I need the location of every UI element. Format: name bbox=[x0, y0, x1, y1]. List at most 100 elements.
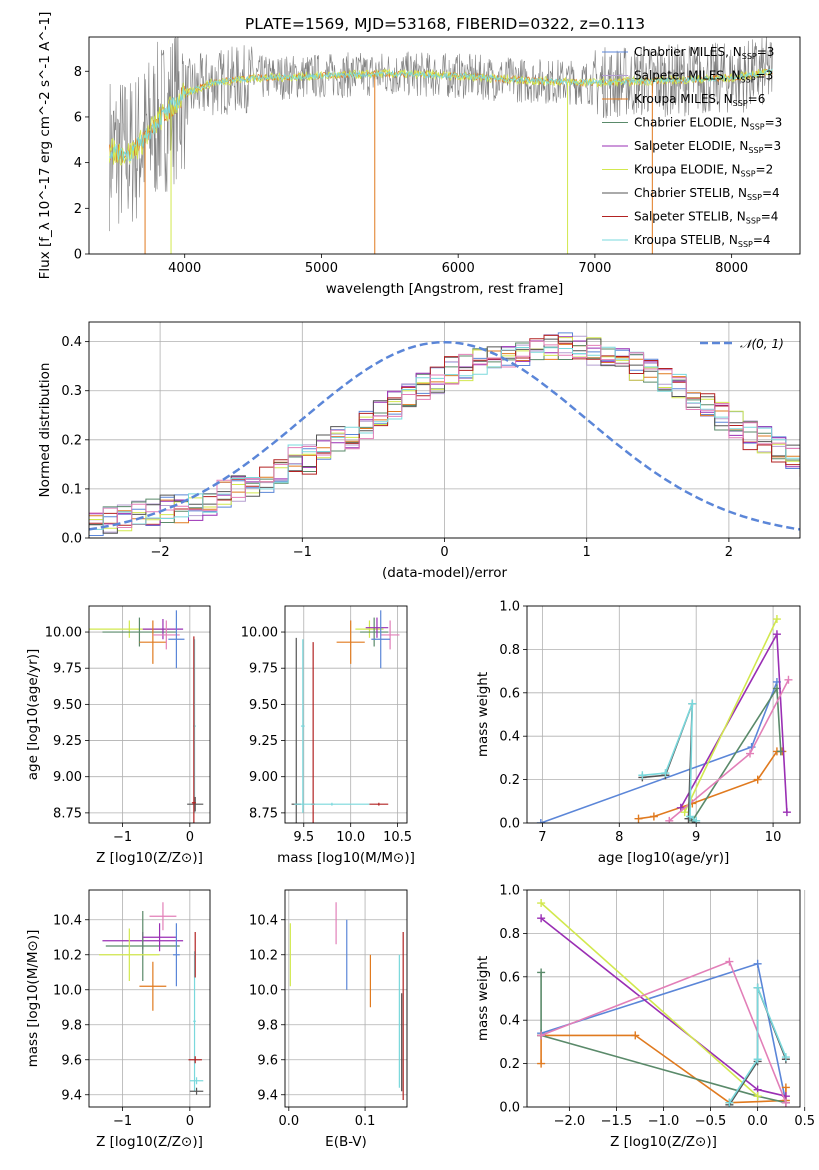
x-tick-label: 0.5 bbox=[794, 1114, 815, 1129]
x-tick-label: −2 bbox=[151, 545, 170, 560]
legend-label: Chabrier MILES, NSSP=3 bbox=[634, 45, 774, 61]
x-axis-label: E(B-V) bbox=[325, 1134, 367, 1150]
legend-label: Kroupa ELODIE, NSSP=2 bbox=[634, 163, 773, 179]
age_vs_mass-panel: 9.5 10.0 10.5 8.75 9.00 9.25 9.50 9.75 10.00 mass… bbox=[241, 605, 415, 866]
y-tick-label: 9.75 bbox=[249, 662, 278, 677]
x-tick-label: −1 bbox=[113, 1114, 132, 1129]
x-tick-label: 10.0 bbox=[336, 830, 365, 845]
y-tick-label: 9.6 bbox=[257, 1053, 278, 1068]
legend-label: 𝒩(0, 1) bbox=[740, 337, 784, 351]
y-tick-label: 0.3 bbox=[61, 384, 82, 399]
x-axis-label: Z [log10(Z/Z⊙)] bbox=[96, 1134, 203, 1150]
x-axis-label: age [log10(age/yr)] bbox=[598, 850, 730, 866]
weight-point-marker bbox=[537, 899, 546, 908]
x-axis-label: (data-model)/error bbox=[382, 565, 508, 581]
y-tick-label: 8.75 bbox=[249, 806, 278, 821]
weight-point-marker bbox=[665, 816, 674, 823]
y-tick-label: 0.0 bbox=[61, 532, 82, 547]
y-tick-label: 0.6 bbox=[499, 686, 520, 701]
figure-title: PLATE=1569, MJD=53168, FIBERID=0322, z=0… bbox=[245, 15, 645, 33]
x-tick-label: 8000 bbox=[715, 261, 748, 276]
x-tick-label: 1 bbox=[583, 545, 591, 560]
residuals-panel: −2 −1 0 1 2 0.0 0.1 0.2 0.3 0.4 (data-model)/error… bbox=[37, 321, 801, 581]
y-tick-label: 10.0 bbox=[53, 983, 82, 998]
weight-point-marker bbox=[753, 983, 762, 992]
x-axis-label: wavelength [Angstrom, rest frame] bbox=[326, 281, 564, 297]
weight-point-marker bbox=[753, 1055, 762, 1064]
y-tick-label: 6 bbox=[74, 110, 82, 125]
spectrum-panel: 4000 5000 6000 7000 8000 0 2 4 6 8 wavelength [Ang… bbox=[37, 12, 801, 297]
histogram-step-line bbox=[89, 338, 800, 534]
weight-point-marker bbox=[781, 1083, 790, 1092]
age_vs_mass-marks bbox=[291, 610, 400, 823]
weight-series-line bbox=[683, 618, 778, 813]
weight-point-marker bbox=[753, 1092, 762, 1101]
weight-series-line bbox=[540, 972, 787, 1104]
y-tick-label: 9.8 bbox=[61, 1018, 82, 1033]
axes-frame bbox=[88, 36, 801, 255]
weight-point-marker bbox=[634, 814, 643, 823]
weight-series-line bbox=[728, 987, 787, 1104]
y-tick-label: 9.50 bbox=[249, 698, 278, 713]
y-tick-label: 0.2 bbox=[499, 1057, 520, 1072]
x-tick-label: 6000 bbox=[442, 261, 475, 276]
y-tick-label: 10.4 bbox=[249, 913, 278, 928]
x-tick-label: 8 bbox=[615, 830, 623, 845]
weight-point-marker bbox=[537, 1031, 546, 1040]
spectrum-marks bbox=[109, 37, 773, 254]
y-axis-label: Normed distribution bbox=[37, 363, 53, 498]
weight-point-marker bbox=[692, 816, 701, 823]
legend-label: Kroupa MILES, NSSP=6 bbox=[634, 92, 765, 108]
mass_vs_Z-panel: −1 0 9.4 9.6 9.8 10.0 10.2 10.4 Z [log10(Z/Z⊙)] m… bbox=[25, 889, 211, 1150]
y-tick-label: 1.0 bbox=[499, 884, 520, 899]
histogram-step-line bbox=[89, 342, 800, 525]
legend-label: Chabrier STELIB, NSSP=4 bbox=[634, 186, 780, 202]
y-tick-label: 9.00 bbox=[249, 770, 278, 785]
histogram-step-line bbox=[89, 334, 800, 526]
x-axis-label: Z [log10(Z/Z⊙)] bbox=[610, 1134, 717, 1150]
y-tick-label: 0.8 bbox=[499, 927, 520, 942]
x-tick-label: 0 bbox=[186, 1114, 194, 1129]
y-tick-label: 9.50 bbox=[53, 698, 82, 713]
y-tick-label: 1.0 bbox=[499, 600, 520, 615]
legend-label: Salpeter MILES, NSSP=3 bbox=[634, 69, 773, 85]
age_vs_Z-panel: −1 0 8.75 9.00 9.25 9.50 9.75 10.00 Z [log10(Z/Z… bbox=[25, 605, 211, 866]
x-tick-label: 4000 bbox=[168, 261, 201, 276]
weight-point-marker bbox=[753, 775, 762, 784]
histogram-step-line bbox=[89, 346, 800, 530]
weight-point-marker bbox=[784, 675, 793, 684]
weight-point-marker bbox=[661, 769, 670, 778]
x-tick-label: 0.0 bbox=[278, 1114, 299, 1129]
weight_vs_Z-marks bbox=[537, 899, 790, 1107]
weight-point-marker bbox=[781, 1098, 790, 1107]
legend-label: Salpeter STELIB, NSSP=4 bbox=[634, 210, 778, 226]
x-tick-label: 0.1 bbox=[355, 1114, 376, 1129]
y-tick-label: 0 bbox=[74, 248, 82, 263]
axes-frame bbox=[526, 605, 801, 824]
mass_vs_ebv-marks bbox=[289, 902, 404, 1100]
axes-frame bbox=[526, 889, 801, 1108]
weight-point-marker bbox=[688, 699, 697, 708]
weight-series-line bbox=[540, 681, 778, 823]
weight-point-marker bbox=[686, 812, 695, 821]
y-tick-label: 10.0 bbox=[249, 983, 278, 998]
y-tick-label: 0.6 bbox=[499, 970, 520, 985]
axes-frame bbox=[88, 321, 801, 539]
x-tick-label: −1.5 bbox=[601, 1114, 633, 1129]
mass_vs_Z-marks bbox=[99, 902, 204, 1095]
y-axis-label: mass weight bbox=[475, 956, 491, 1041]
x-tick-label: 0 bbox=[440, 545, 448, 560]
weight-point-marker bbox=[537, 1059, 546, 1068]
y-tick-label: 9.4 bbox=[61, 1088, 82, 1103]
histogram-step-line bbox=[89, 334, 800, 533]
mass_vs_ebv-panel: 0.0 0.1 9.4 9.6 9.8 10.0 10.2 10.4 E(B-V) bbox=[249, 889, 408, 1150]
weight-point-marker bbox=[680, 808, 689, 817]
y-axis-label: age [log10(age/yr)] bbox=[25, 649, 41, 781]
spectrum-model-line bbox=[109, 68, 773, 166]
y-tick-label: 8 bbox=[74, 65, 82, 80]
y-tick-label: 10.00 bbox=[45, 626, 82, 641]
weight-point-marker bbox=[649, 812, 658, 821]
x-tick-label: 10 bbox=[765, 830, 782, 845]
